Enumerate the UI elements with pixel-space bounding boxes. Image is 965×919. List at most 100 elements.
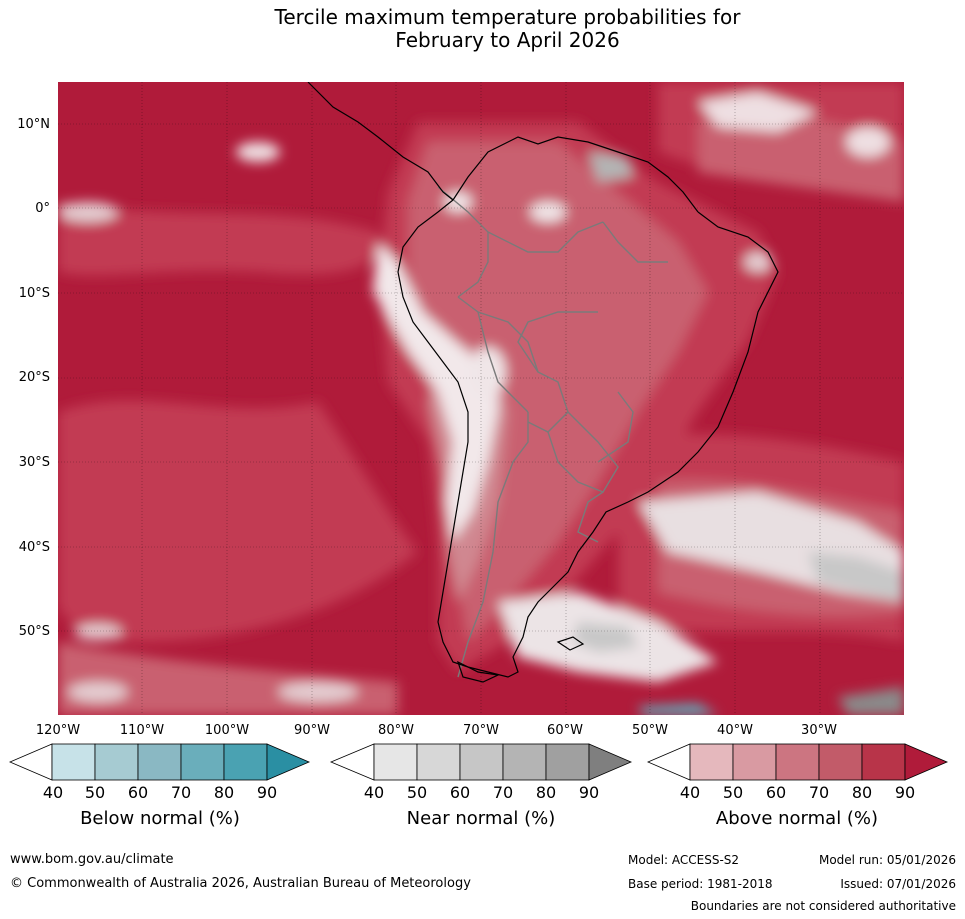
copyright-text: © Commonwealth of Australia 2026, Austra… [10,876,471,891]
colorbar-above-swatch-4 [818,743,863,781]
colorbar-tick: 40 [42,783,64,802]
lat-label: 50°S [18,624,50,639]
issued-date: Issued: 07/01/2026 [840,877,956,891]
colorbar-above-title: Above normal (%) [715,808,879,829]
region-near-normal [588,152,633,182]
region-a80 [58,400,418,642]
probability-field [58,82,904,715]
colorbar-tick: 80 [535,783,557,802]
colorbar-near-swatch-1 [373,743,418,781]
title-line-2: February to April 2026 [395,28,620,52]
colorbar-near-title: Near normal (%) [406,808,556,829]
colorbar-above-swatch-3 [775,743,820,781]
border-line [487,221,604,253]
map-svg [58,82,904,715]
gridlines [58,82,904,715]
colorbar-above-swatch-1 [689,743,734,781]
lat-label: 10°S [18,286,50,301]
colorbar-below-swatch-6 [266,743,311,781]
colorbar-below-swatch-0 [8,743,53,781]
region-white-blob [470,347,506,397]
model-run-date: Model run: 05/01/2026 [818,853,956,867]
coast-central-america [307,82,454,201]
border-line [602,221,668,263]
border-line [437,186,489,298]
border-line [517,311,598,373]
colorbar-legends [8,743,949,781]
model-name: Model: ACCESS-S2 [628,853,740,867]
lon-label: 50°W [632,723,668,738]
colorbar-below-swatch-1 [51,743,96,781]
colorbar-below-swatch-3 [137,743,182,781]
colorbar-below-swatch-5 [223,743,268,781]
region-near-normal-dark [838,687,904,715]
border-line [577,491,604,543]
colorbar-tick: 70 [170,783,192,802]
colorbar-tick: 50 [722,783,744,802]
border-line [597,391,634,463]
region-white-blob [68,682,128,702]
lon-label: 60°W [547,723,583,738]
coast-tierra-del-fuego [456,660,501,683]
region-white-nw [698,92,818,132]
colorbar-tick: 60 [765,783,787,802]
lat-label: 20°S [18,370,50,385]
lat-label: 0° [35,201,50,216]
chart-title: Tercile maximum temperature probabilitie… [0,6,965,52]
region-near-normal [808,552,904,602]
boundaries-disclaimer: Boundaries are not considered authoritat… [690,899,956,913]
colorbar-near-swatch-4 [502,743,547,781]
colorbar-tick: 70 [492,783,514,802]
colorbar-above-swatch-5 [861,743,906,781]
region-white-blob [58,202,118,222]
lat-label: 30°S [18,455,50,470]
region-white-blob [744,252,772,272]
lon-label: 30°W [801,723,837,738]
lon-label: 40°W [717,723,753,738]
colorbar-near-swatch-3 [459,743,504,781]
lat-label: 40°S [18,540,50,555]
colorbar-near-swatch-5 [545,743,590,781]
coast-falklands [556,636,585,651]
colorbar-above-swatch-6 [904,743,949,781]
region-white-blob [846,127,890,157]
lat-label: 10°N [17,117,50,132]
region-white-blob [530,202,566,222]
region-white-blob [74,624,122,640]
colorbar-tick: 40 [679,783,701,802]
coast-south-america [397,199,779,678]
lon-label: 80°W [378,723,414,738]
colorbar-above-swatch-2 [732,743,777,781]
coast-caribbean [452,136,699,213]
colorbar-tick: 50 [84,783,106,802]
colorbar-tick: 90 [256,783,278,802]
base-period: Base period: 1981-2018 [628,877,773,891]
colorbar-tick: 70 [808,783,830,802]
colorbar-tick: 80 [213,783,235,802]
colorbar-tick: 60 [127,783,149,802]
border-line [477,311,569,433]
colorbar-near-swatch-2 [416,743,461,781]
colorbar-tick: 50 [406,783,428,802]
border-line [457,412,529,678]
region-near-normal [573,622,638,652]
colorbar-near-swatch-0 [329,743,375,781]
colorbar-above-swatch-0 [646,743,691,781]
country-borders [437,186,668,678]
colorbar-below-swatch-2 [94,743,139,781]
colorbar-tick: 80 [851,783,873,802]
colorbar-below [8,743,311,781]
colorbar-tick: 90 [894,783,916,802]
colorbar-tick: 90 [578,783,600,802]
region-white-blob [278,682,358,702]
coastline [307,82,779,683]
colorbar-below-title: Below normal (%) [80,808,240,829]
colorbar-near [329,743,633,781]
region-below-normal [638,704,718,715]
colorbar-near-swatch-6 [588,743,633,781]
website-link[interactable]: www.bom.gov.au/climate [10,852,174,867]
title-line-1: Tercile maximum temperature probabilitie… [274,5,741,29]
lon-label: 70°W [463,723,499,738]
lon-label: 90°W [294,723,330,738]
region-white-blob [236,142,280,162]
